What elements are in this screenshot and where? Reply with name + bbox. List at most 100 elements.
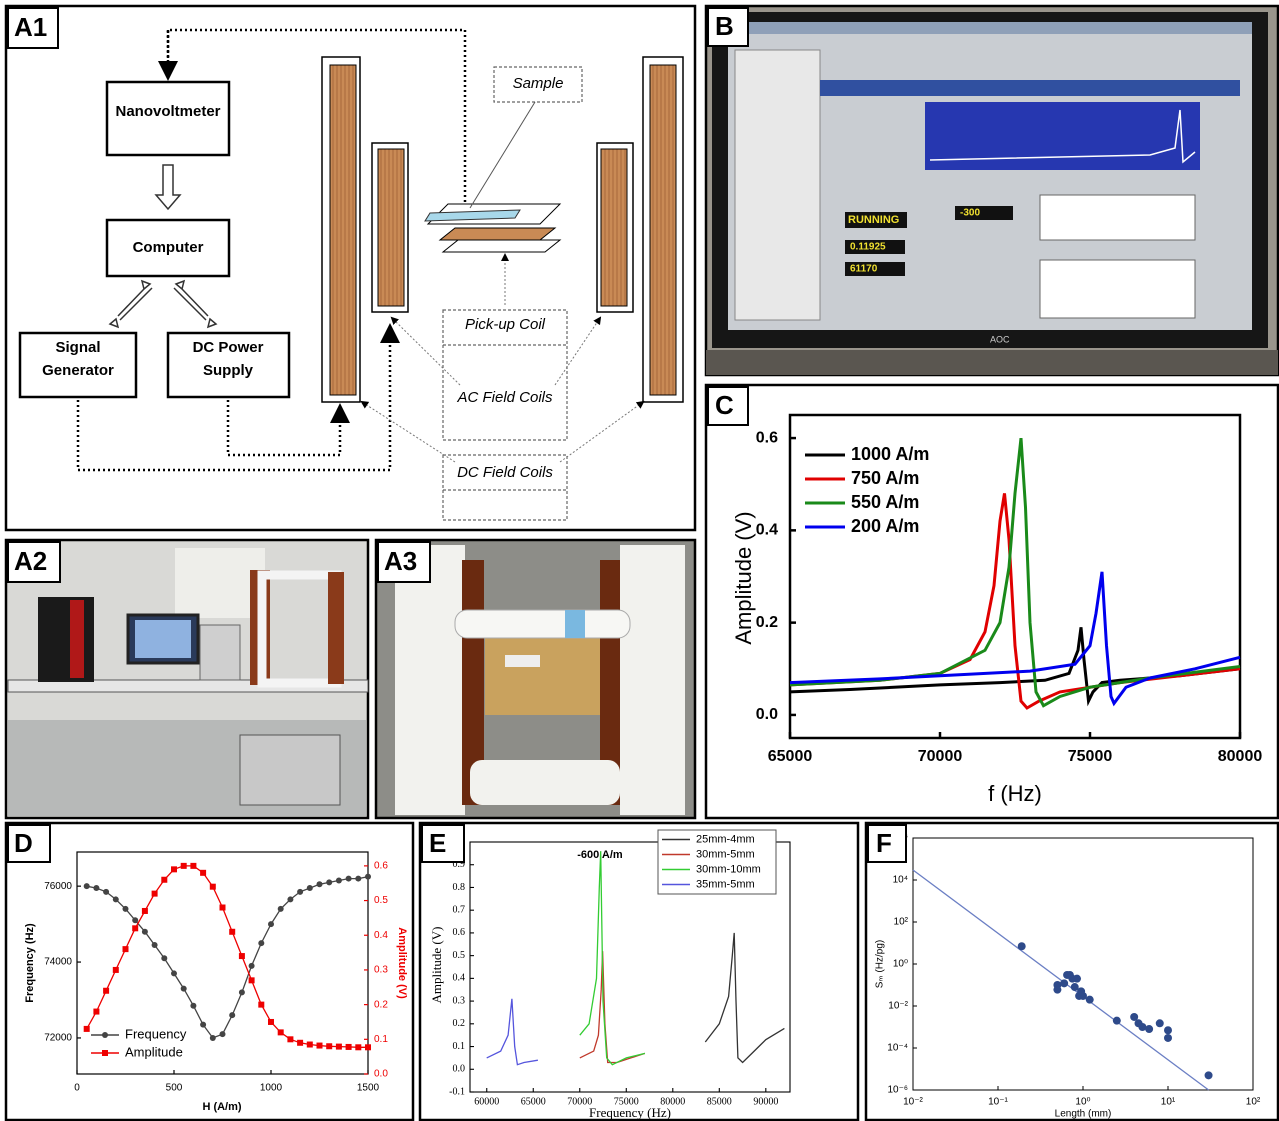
pc-tower	[38, 597, 94, 682]
screen-text: -300	[960, 208, 980, 219]
marker	[326, 1043, 333, 1050]
marker	[93, 885, 100, 892]
marker	[238, 953, 245, 960]
callout-label: DC Field Coils	[457, 464, 553, 481]
marker	[238, 989, 245, 996]
y-tick-label: 76000	[44, 881, 72, 892]
marker	[190, 1002, 197, 1009]
y-tick-label: -0.1	[449, 1086, 465, 1097]
x-axis-label: Length (mm)	[1055, 1109, 1112, 1120]
screen-graph	[1039, 194, 1196, 241]
board	[485, 635, 600, 715]
marker	[209, 1034, 216, 1041]
marker	[268, 921, 274, 928]
x-tick-label: 10¹	[1161, 1097, 1176, 1108]
panel-b: RUNNING 0.11925 61170 -300 AOC B	[704, 4, 1279, 377]
y-tick-label: 0.5	[453, 950, 466, 961]
marker	[151, 890, 158, 897]
node-box	[105, 218, 231, 278]
y2-tick-label: 0.5	[374, 895, 388, 906]
marker	[200, 869, 207, 876]
screen-text: 61170	[850, 264, 878, 275]
legend-label: 750 A/m	[851, 468, 919, 488]
panel-label: A1	[14, 12, 47, 42]
y2-tick-label: 0.4	[374, 930, 388, 941]
indicator	[955, 206, 1013, 220]
x-axis-label: f (Hz)	[988, 781, 1042, 806]
tube	[454, 609, 631, 639]
marker	[200, 1021, 207, 1028]
panel-label: A3	[384, 546, 417, 576]
legend-box	[657, 829, 777, 895]
marker	[248, 962, 255, 969]
legend-label: 30mm-5mm	[696, 848, 755, 860]
marker	[112, 896, 119, 903]
marker	[103, 888, 110, 895]
tool-panel	[734, 49, 821, 321]
marker	[1060, 979, 1069, 988]
wire-link	[226, 400, 350, 457]
series-line	[789, 627, 1241, 707]
marker	[219, 1031, 226, 1038]
panel-label-box	[707, 7, 749, 47]
panel-label-box	[421, 824, 465, 863]
marker	[190, 862, 197, 869]
y-tick-label: 0.7	[453, 904, 466, 915]
panel-d	[4, 821, 415, 1121]
wire-link	[76, 323, 400, 472]
screen-text: 0.11925	[850, 242, 886, 253]
callout-label: Sample	[513, 75, 564, 92]
y-tick-label: 72000	[44, 1033, 72, 1044]
x-tick-label: 75000	[614, 1096, 639, 1107]
x-tick-label: 1500	[357, 1083, 380, 1094]
marker	[365, 1044, 371, 1051]
x-tick-label: 80000	[660, 1096, 685, 1107]
x-tick-label: 1000	[260, 1083, 283, 1094]
y2-tick-label: 0.0	[374, 1069, 388, 1080]
x-tick-label: 65000	[768, 748, 813, 765]
panel-label-box	[377, 541, 431, 583]
x-tick-label: 90000	[753, 1096, 778, 1107]
plot-frame	[76, 851, 369, 1075]
x-tick-label: 10⁰	[1075, 1097, 1090, 1108]
marker	[219, 904, 226, 911]
marker	[1112, 1016, 1121, 1025]
y-axis-label: Amplitude (V)	[731, 511, 756, 644]
y-tick-label: 0.0	[756, 706, 778, 723]
coil-winding	[600, 148, 628, 307]
node-label: Nanovoltmeter	[115, 103, 220, 120]
screen	[135, 620, 191, 658]
panel-label-box	[867, 824, 907, 863]
marker	[209, 883, 216, 890]
y-tick-label: 0.9	[453, 859, 466, 870]
marker	[102, 1032, 108, 1038]
marker	[1155, 1019, 1164, 1028]
marker	[345, 875, 352, 882]
callout-label: Pick-up Coil	[465, 316, 546, 333]
marker	[112, 966, 119, 973]
marker	[1053, 985, 1062, 994]
node-label: DC Power	[193, 339, 264, 356]
window-title	[820, 80, 1240, 96]
node-box	[166, 331, 291, 399]
marker	[83, 883, 90, 890]
marker	[229, 1012, 236, 1019]
marker	[297, 888, 304, 895]
node-box	[18, 331, 138, 399]
indicator	[845, 240, 905, 254]
marker	[180, 985, 187, 992]
power-supply	[239, 734, 341, 806]
y-tick-label: 0.8	[453, 882, 466, 893]
y-tick-label: 10⁻⁶	[887, 1085, 908, 1096]
series-line	[789, 571, 1241, 707]
panel-label: D	[14, 828, 33, 858]
desk	[706, 350, 1278, 375]
y-tick-label: 0.4	[756, 522, 778, 539]
y-tick-label: 0.3	[453, 995, 466, 1006]
coil	[328, 572, 344, 684]
marker	[365, 873, 371, 880]
plot-frame	[788, 413, 1242, 740]
legend-label: 25mm-4mm	[696, 833, 755, 845]
